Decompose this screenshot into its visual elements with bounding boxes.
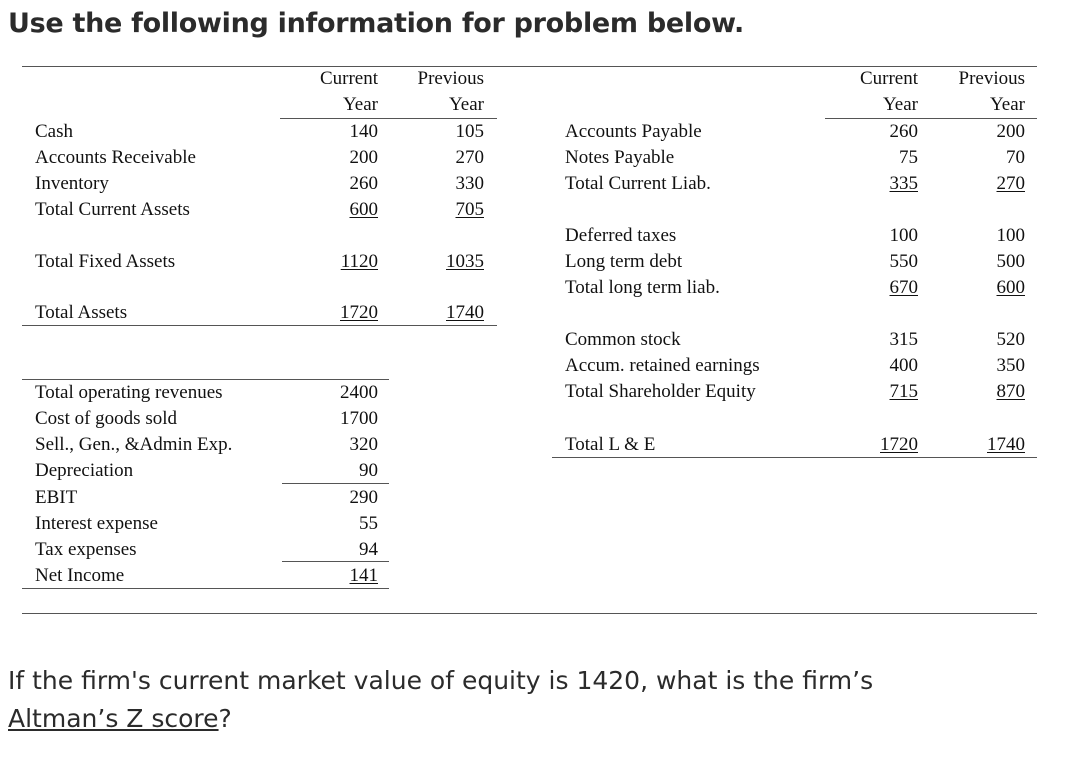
- liab-previous-total-current: 270: [996, 173, 1026, 194]
- liab-label-total-current: Total Current Liab.: [565, 173, 711, 194]
- income-label-depreciation: Depreciation: [35, 460, 134, 481]
- income-label-tax: Tax expenses: [35, 539, 137, 560]
- liab-previous-header: Previous: [958, 68, 1026, 89]
- assets-current-header: Current: [319, 68, 378, 89]
- income-value-cogs: 1700: [340, 408, 378, 429]
- ebit-rule: [282, 483, 389, 484]
- total-le-previous: 1740: [987, 434, 1025, 455]
- asset-current-total-current: 600: [349, 199, 379, 220]
- assets-previous-header: Previous: [417, 68, 485, 89]
- liab-label-long-term-debt: Long term debt: [565, 251, 683, 272]
- liab-label-notes-payable: Notes Payable: [565, 147, 675, 168]
- income-bottom-rule: [22, 588, 389, 589]
- income-label-revenues: Total operating revenues: [35, 382, 223, 403]
- left-header-rule: [280, 118, 497, 119]
- equity-previous-total: 870: [996, 381, 1026, 402]
- income-top-rule: [22, 379, 389, 380]
- asset-label-total-current: Total Current Assets: [35, 199, 190, 220]
- liab-current-year-header: Year: [882, 94, 918, 115]
- asset-current-cash: 140: [349, 121, 379, 142]
- asset-label-inventory: Inventory: [35, 173, 109, 194]
- asset-label-cash: Cash: [35, 121, 73, 142]
- table-bottom-rule: [22, 613, 1037, 614]
- liab-current-header: Current: [859, 68, 918, 89]
- income-value-tax: 94: [359, 539, 378, 560]
- income-value-net-income: 141: [349, 565, 379, 586]
- asset-current-receivable: 200: [349, 147, 379, 168]
- liab-current-notes-payable: 75: [899, 147, 918, 168]
- income-label-sga: Sell., Gen., &Admin Exp.: [35, 434, 233, 455]
- right-header-rule: [825, 118, 1037, 119]
- income-label-cogs: Cost of goods sold: [35, 408, 177, 429]
- liab-previous-long-term-debt: 500: [996, 251, 1026, 272]
- altman-z-score-link[interactable]: Altman’s Z score: [8, 704, 219, 733]
- asset-previous-inventory: 330: [455, 173, 485, 194]
- liab-previous-total-long-term: 600: [996, 277, 1026, 298]
- asset-previous-cash: 105: [455, 121, 485, 142]
- income-label-net-income: Net Income: [35, 565, 125, 586]
- asset-current-inventory: 260: [349, 173, 379, 194]
- asset-previous-total-current: 705: [455, 199, 485, 220]
- liab-label-accounts-payable: Accounts Payable: [565, 121, 702, 142]
- income-value-sga: 320: [349, 434, 379, 455]
- income-value-interest: 55: [359, 513, 378, 534]
- liab-current-long-term-debt: 550: [889, 251, 919, 272]
- asset-current-fixed: 1120: [340, 251, 378, 272]
- liab-current-total-long-term: 670: [889, 277, 919, 298]
- asset-previous-receivable: 270: [455, 147, 485, 168]
- equity-current-retained-earnings: 400: [889, 355, 919, 376]
- income-label-interest: Interest expense: [35, 513, 158, 534]
- asset-label-receivable: Accounts Receivable: [35, 147, 196, 168]
- income-value-revenues: 2400: [340, 382, 378, 403]
- equity-label-retained-earnings: Accum. retained earnings: [565, 355, 760, 376]
- equity-label-common-stock: Common stock: [565, 329, 681, 350]
- equity-previous-retained-earnings: 350: [996, 355, 1026, 376]
- equity-label-total: Total Shareholder Equity: [565, 381, 756, 402]
- total-le-rule: [552, 457, 1037, 458]
- liab-current-total-current: 335: [889, 173, 919, 194]
- problem-heading: Use the following information for proble…: [8, 8, 744, 39]
- total-assets-rule: [22, 325, 497, 326]
- asset-label-total: Total Assets: [35, 302, 128, 323]
- asset-label-fixed: Total Fixed Assets: [35, 251, 176, 272]
- liab-label-deferred-taxes: Deferred taxes: [565, 225, 677, 246]
- question-prefix: If the firm's current market value of eq…: [8, 666, 874, 695]
- net-income-upper-rule: [282, 561, 389, 562]
- total-le-current: 1720: [880, 434, 918, 455]
- equity-current-total: 715: [889, 381, 919, 402]
- liab-previous-year-header: Year: [989, 94, 1025, 115]
- liab-current-accounts-payable: 260: [889, 121, 919, 142]
- question-suffix: ?: [218, 704, 232, 733]
- equity-current-common-stock: 315: [889, 329, 919, 350]
- liab-previous-notes-payable: 70: [1006, 147, 1025, 168]
- liab-label-total-long-term: Total long term liab.: [565, 277, 720, 298]
- question-text: If the firm's current market value of eq…: [8, 662, 1068, 738]
- total-le-label: Total L & E: [565, 434, 656, 455]
- income-label-ebit: EBIT: [35, 487, 78, 508]
- asset-previous-fixed: 1035: [446, 251, 484, 272]
- assets-current-year-header: Year: [342, 94, 378, 115]
- assets-previous-year-header: Year: [448, 94, 484, 115]
- asset-current-total: 1720: [340, 302, 378, 323]
- liab-current-deferred-taxes: 100: [889, 225, 919, 246]
- table-top-rule: [22, 66, 1037, 67]
- liab-previous-deferred-taxes: 100: [996, 225, 1026, 246]
- equity-previous-common-stock: 520: [996, 329, 1026, 350]
- liab-previous-accounts-payable: 200: [996, 121, 1026, 142]
- income-value-ebit: 290: [349, 487, 379, 508]
- asset-previous-total: 1740: [446, 302, 484, 323]
- income-value-depreciation: 90: [359, 460, 378, 481]
